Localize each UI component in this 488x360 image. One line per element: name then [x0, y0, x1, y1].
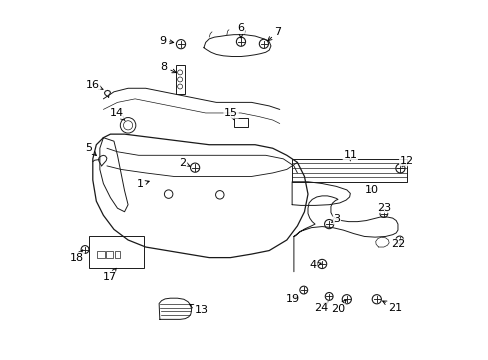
Text: 23: 23 [376, 203, 390, 212]
Bar [106, 251, 112, 258]
Bar [114, 251, 120, 258]
Bar [89, 237, 143, 268]
Text: 17: 17 [102, 268, 117, 282]
Text: 7: 7 [267, 27, 281, 41]
Text: 8: 8 [160, 62, 176, 73]
Text: 6: 6 [237, 23, 244, 38]
Bar [175, 66, 184, 94]
Text: 14: 14 [109, 108, 125, 121]
Text: 9: 9 [159, 36, 173, 46]
Text: 22: 22 [390, 239, 405, 249]
Text: 5: 5 [85, 143, 96, 156]
Text: 16: 16 [85, 80, 103, 90]
Text: 3: 3 [331, 214, 340, 224]
Text: 20: 20 [330, 300, 346, 314]
Bar [97, 251, 104, 258]
Text: 11: 11 [343, 150, 357, 161]
Text: 2: 2 [179, 158, 190, 168]
Text: 13: 13 [189, 305, 208, 315]
Text: 10: 10 [364, 185, 378, 195]
Text: 24: 24 [314, 302, 328, 313]
Text: 1: 1 [137, 179, 149, 189]
Text: 15: 15 [224, 108, 238, 120]
Text: 4: 4 [309, 260, 321, 270]
Text: 18: 18 [70, 250, 84, 262]
Text: 21: 21 [382, 301, 402, 313]
Bar [233, 118, 247, 127]
Text: 19: 19 [285, 294, 300, 304]
Text: 12: 12 [399, 156, 413, 167]
